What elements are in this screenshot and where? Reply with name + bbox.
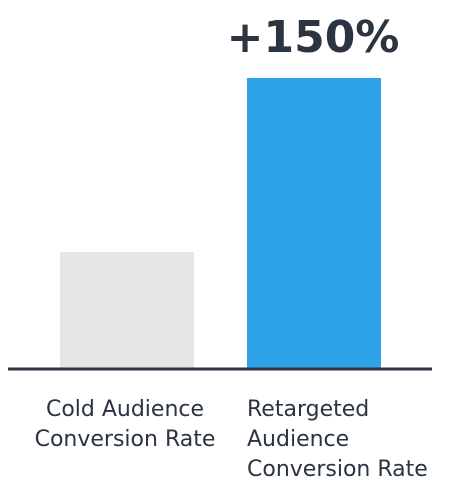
category-label-line: Conversion Rate [35, 427, 216, 452]
category-labels: Cold Audience Conversion Rate Retargeted Au… [35, 397, 428, 482]
bar-2 [247, 78, 381, 368]
category-label-2: Retargeted Audience Conversion Rate [247, 397, 428, 482]
bars-group [60, 78, 381, 368]
category-label-line: Retargeted [247, 397, 369, 422]
bar-1 [60, 252, 194, 368]
category-label-line: Audience [247, 427, 349, 452]
category-label-line: Conversion Rate [247, 457, 428, 482]
category-label-line: Cold Audience [46, 397, 204, 422]
annotation-label: +150% [227, 12, 400, 63]
category-label-1: Cold Audience Conversion Rate [35, 397, 216, 452]
